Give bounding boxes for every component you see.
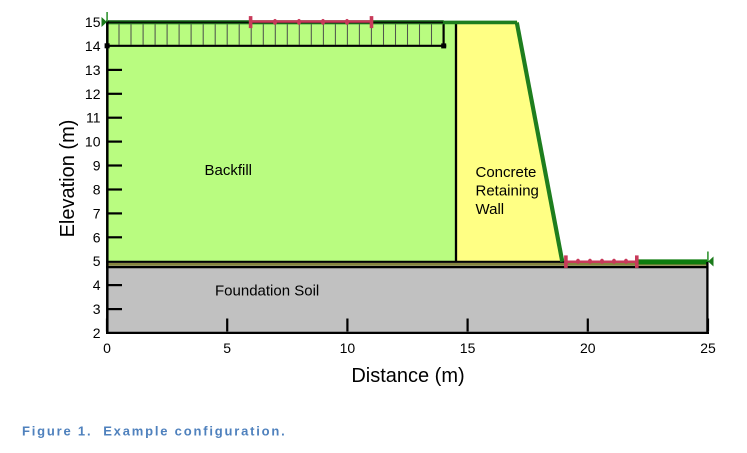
svg-text:Figure 1. Example configurati: Figure 1. Example configuration. [22,423,287,438]
svg-text:11: 11 [86,110,101,126]
svg-text:10: 10 [85,134,101,150]
svg-text:5: 5 [93,253,101,269]
svg-text:9: 9 [93,158,101,174]
svg-text:13: 13 [85,62,101,78]
svg-text:Wall: Wall [476,201,505,218]
svg-text:6: 6 [93,229,101,245]
svg-text:2: 2 [93,325,101,341]
svg-text:0: 0 [103,340,111,356]
svg-text:Retaining: Retaining [476,183,539,200]
svg-text:8: 8 [93,181,101,197]
svg-text:7: 7 [93,205,101,221]
svg-text:25: 25 [700,340,716,356]
svg-text:5: 5 [223,340,231,356]
svg-text:3: 3 [93,301,101,317]
svg-text:14: 14 [85,38,101,54]
svg-text:10: 10 [340,340,356,356]
svg-text:12: 12 [85,86,101,102]
svg-text:Backfill: Backfill [205,162,253,179]
svg-text:Distance (m): Distance (m) [351,365,464,387]
svg-text:4: 4 [93,277,101,293]
svg-text:Elevation (m): Elevation (m) [57,120,79,238]
svg-text:15: 15 [85,14,101,30]
svg-text:15: 15 [460,340,476,356]
svg-text:20: 20 [580,340,596,356]
svg-text:Foundation Soil: Foundation Soil [215,282,319,299]
svg-text:Concrete: Concrete [476,164,537,181]
